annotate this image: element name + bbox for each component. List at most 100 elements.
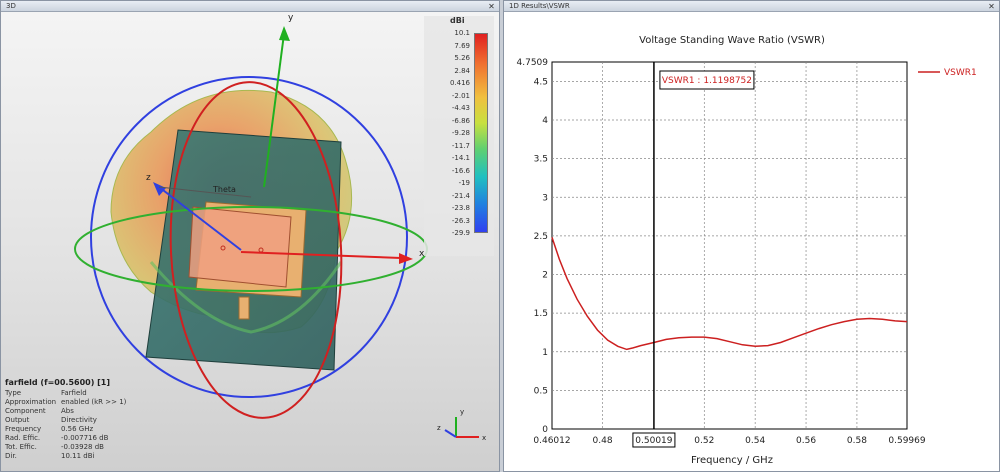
x-tick-label: 0.58 [847, 436, 867, 446]
y-tick-label: 3 [542, 193, 548, 203]
y-tick-label: 0.5 [534, 386, 548, 396]
colorbar-tick: -26.3 [451, 216, 470, 225]
info-row: Rad. Effic. -0.007716 dB [5, 434, 175, 443]
close-icon[interactable]: ✕ [488, 2, 495, 11]
info-key: Component [5, 407, 46, 415]
window-title: 3D [6, 2, 16, 10]
window-titlebar[interactable]: 3D ✕ [1, 1, 499, 12]
y-tick-label: 1 [542, 348, 548, 358]
x-axis-label: Frequency / GHz [691, 455, 773, 466]
close-icon[interactable]: ✕ [988, 2, 995, 11]
chart-title: Voltage Standing Wave Ratio (VSWR) [639, 35, 825, 46]
info-row: Component Abs [5, 407, 175, 416]
farfield-scene: y x z Theta y x z [74, 13, 486, 442]
x-tick-label: 0.56 [796, 436, 816, 446]
colorbar-tick: -19 [458, 179, 470, 187]
y-tick-label: 2.5 [534, 232, 548, 242]
orientation-triad: y x z [437, 408, 486, 442]
farfield-header: farfield (f=00.5600) [1] [5, 378, 111, 387]
colorbar-tick: -29.9 [451, 229, 470, 237]
feed-line [238, 296, 250, 320]
series-line-vswr1 [551, 237, 908, 351]
blue-ring [90, 76, 408, 398]
window-title: 1D Results\VSWR [509, 2, 570, 10]
vswr-1d-window[interactable]: 1D Results\VSWR ✕ Voltage Standing Wave … [503, 0, 1000, 472]
info-key: Tot. Effic. [5, 443, 37, 451]
info-value: Directivity [61, 416, 97, 424]
info-value: -0.03928 dB [61, 443, 104, 451]
z-axis [158, 186, 242, 251]
x-tick-label: 0.59969 [888, 436, 925, 446]
marker-label-box [659, 70, 755, 90]
y-tick-label: 3.5 [534, 155, 548, 165]
colorbar-tick: -16.6 [451, 166, 470, 175]
x-tick-label: 0.52 [694, 436, 714, 446]
info-value: Abs [61, 407, 74, 415]
y-axis [263, 33, 285, 188]
vswr-chart[interactable]: Voltage Standing Wave Ratio (VSWR) Frequ… [504, 12, 999, 472]
directivity-colorbar: dBi 10.1 7.69 5.26 2.84 0.416 -2.01 -4.43 -6.86… [424, 16, 494, 256]
info-key: Frequency [5, 425, 42, 433]
legend-entry: VSWR1 [944, 68, 977, 78]
info-value: 0.56 GHz [61, 425, 94, 433]
red-ring [169, 81, 343, 419]
colorbar-tick: -4.43 [451, 104, 470, 112]
colorbar-tick: -14.1 [451, 154, 470, 162]
colorbar-tick: -9.28 [451, 129, 470, 137]
colorbar-tick: 5.26 [454, 54, 470, 62]
colorbar-tick: -21.4 [451, 191, 470, 200]
info-key: Type [5, 389, 22, 397]
y-tick-label: 4 [542, 116, 548, 126]
info-value: 10.11 dBi [61, 452, 95, 460]
patch-element [188, 206, 292, 288]
y-axis-label: y [288, 13, 294, 23]
info-row: Type Farfield [5, 389, 175, 398]
x-tick-label: 0.50019 [635, 436, 672, 446]
y-tick-label: 4.5 [534, 77, 548, 87]
info-key: Dir. [5, 452, 17, 460]
farfield-info-panel: farfield (f=00.5600) [1] Type Farfield App… [5, 378, 175, 461]
colorbar-tick: 10.1 [454, 29, 470, 37]
info-key: Output [5, 416, 30, 424]
svg-text:x: x [482, 434, 486, 442]
marker-label: VSWR1 : 1.1198752 [662, 76, 752, 86]
y-tick-label: 0 [542, 425, 548, 435]
info-row: Output Directivity [5, 416, 175, 425]
info-row: Tot. Effic. -0.03928 dB [5, 443, 175, 452]
info-row: Frequency 0.56 GHz [5, 425, 175, 434]
info-key: Approximation [5, 398, 57, 406]
colorbar-tick: -6.86 [451, 116, 470, 125]
x-tick-label: 0.48 [593, 436, 613, 446]
info-value: -0.007716 dB [61, 434, 109, 442]
colorbar-gradient [474, 33, 488, 233]
x-tick-label: 0.54 [745, 436, 765, 446]
info-value: enabled (kR >> 1) [61, 398, 127, 406]
info-value: Farfield [61, 389, 87, 397]
colorbar-tick: -23.8 [451, 204, 470, 212]
x-axis [240, 251, 402, 259]
theta-line [158, 186, 252, 198]
y-tick-label: 2 [542, 271, 548, 281]
info-row: Dir. 10.11 dBi [5, 452, 175, 461]
3d-viewport[interactable]: y x z Theta y x z dBi 10.1 7.69 5.26 2.84 0.… [1, 12, 499, 471]
farfield-3d-window[interactable]: 3D ✕ [0, 0, 500, 472]
info-key: Rad. Effic. [5, 434, 41, 442]
x-tick-label: 0.46012 [533, 436, 570, 446]
colorbar-tick: -11.7 [451, 141, 470, 150]
svg-text:y: y [460, 408, 464, 416]
x-axis-label: x [419, 249, 425, 259]
colorbar-unit: dBi [450, 16, 465, 25]
info-row: Approximation enabled (kR >> 1) [5, 398, 175, 407]
z-axis-label: z [146, 173, 151, 183]
y-tick-label: 4.7509 [517, 58, 549, 68]
plot-frame [551, 61, 908, 430]
theta-label: Theta [212, 185, 236, 194]
svg-text:z: z [437, 424, 441, 432]
marker-tick-box [632, 432, 676, 448]
colorbar-tick: -2.01 [451, 91, 470, 100]
colorbar-tick: 2.84 [454, 66, 470, 75]
colorbar-tick: 0.416 [449, 79, 470, 87]
colorbar-tick: 7.69 [454, 41, 470, 50]
y-tick-label: 1.5 [534, 309, 548, 319]
window-titlebar[interactable]: 1D Results\VSWR ✕ [504, 1, 999, 12]
